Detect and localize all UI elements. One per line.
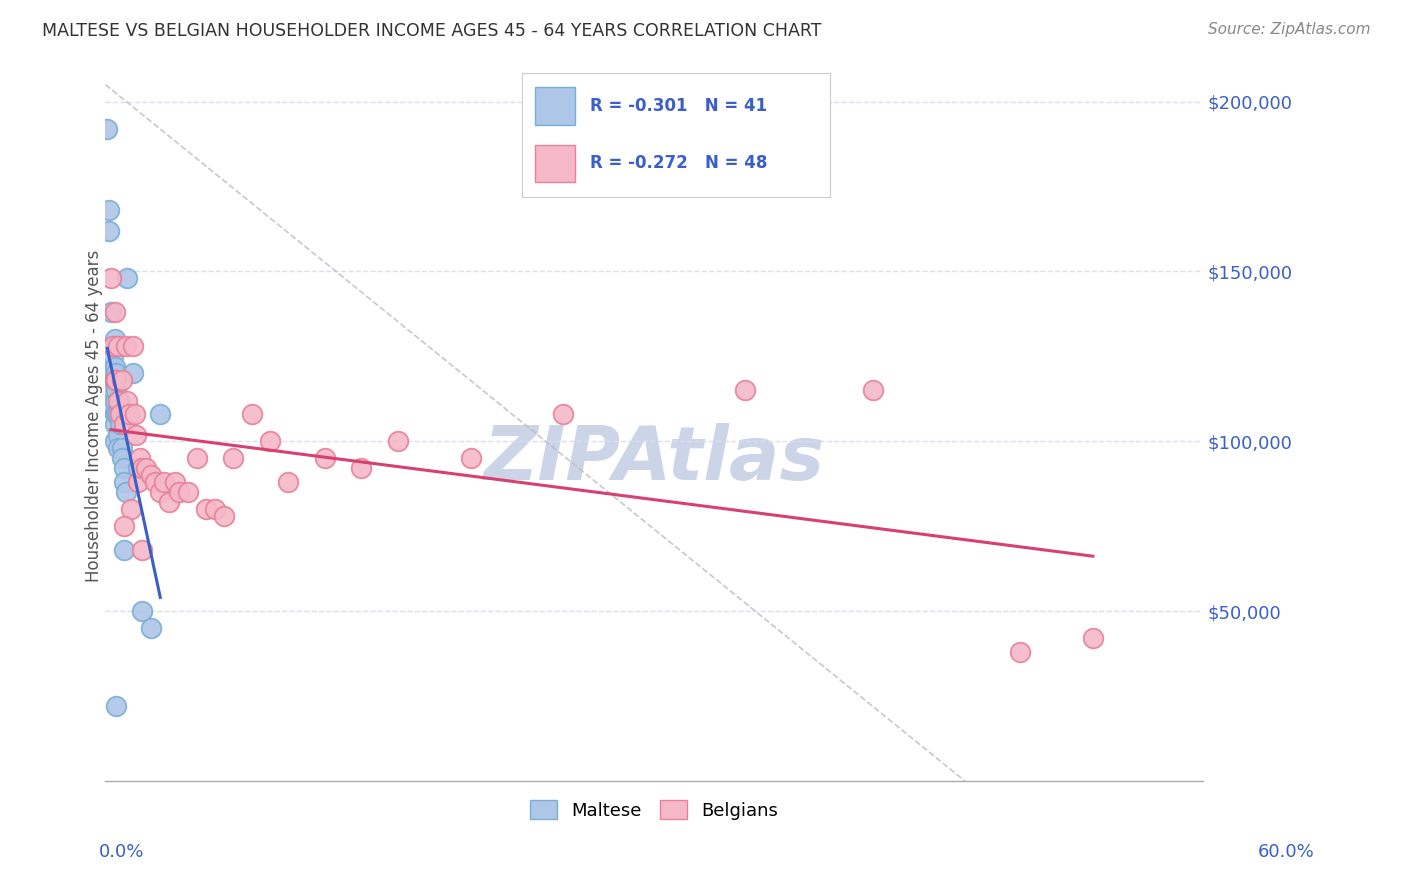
- Point: [108, 407, 131, 421]
- Point: [277, 475, 299, 489]
- Point: [103, 359, 125, 374]
- Point: [214, 509, 236, 524]
- Point: [100, 359, 122, 374]
- Point: [105, 384, 128, 398]
- Point: [143, 475, 166, 489]
- Point: [103, 434, 125, 449]
- Point: [107, 393, 129, 408]
- Point: [98, 224, 121, 238]
- Point: [103, 333, 125, 347]
- Point: [107, 427, 129, 442]
- Point: [107, 393, 129, 408]
- Point: [129, 451, 152, 466]
- Point: [107, 441, 129, 455]
- Point: [163, 475, 186, 489]
- Point: [139, 621, 162, 635]
- Point: [117, 271, 139, 285]
- Point: [101, 367, 124, 381]
- Point: [131, 461, 153, 475]
- Text: 60.0%: 60.0%: [1258, 843, 1315, 861]
- Point: [350, 461, 373, 475]
- Point: [1081, 632, 1104, 646]
- Point: [121, 367, 143, 381]
- Point: [1008, 645, 1031, 659]
- Point: [101, 350, 124, 364]
- Point: [114, 339, 136, 353]
- Point: [108, 393, 131, 408]
- Point: [127, 475, 149, 489]
- Point: [114, 485, 136, 500]
- Point: [101, 373, 124, 387]
- Point: [186, 451, 208, 466]
- Point: [101, 401, 124, 415]
- Point: [103, 393, 125, 408]
- Point: [103, 373, 125, 387]
- Point: [107, 339, 129, 353]
- Point: [149, 485, 172, 500]
- Point: [112, 417, 135, 432]
- Point: [314, 451, 336, 466]
- Point: [107, 407, 129, 421]
- Point: [131, 604, 153, 618]
- Point: [135, 461, 157, 475]
- Point: [153, 475, 176, 489]
- Point: [131, 543, 153, 558]
- Point: [111, 441, 134, 455]
- Point: [157, 495, 180, 509]
- Point: [105, 699, 128, 714]
- Point: [112, 475, 135, 489]
- Point: [100, 271, 122, 285]
- Text: ZIPAtlas: ZIPAtlas: [484, 423, 824, 496]
- Point: [734, 384, 756, 398]
- Point: [125, 427, 148, 442]
- Point: [112, 461, 135, 475]
- Point: [112, 519, 135, 533]
- Point: [240, 407, 263, 421]
- Text: 0.0%: 0.0%: [98, 843, 143, 861]
- Point: [103, 305, 125, 319]
- Point: [121, 339, 143, 353]
- Point: [96, 121, 118, 136]
- Point: [101, 339, 124, 353]
- Point: [204, 502, 226, 516]
- Point: [111, 451, 134, 466]
- Point: [100, 339, 122, 353]
- Point: [139, 468, 162, 483]
- Point: [195, 502, 218, 516]
- Point: [118, 407, 141, 421]
- Point: [105, 367, 128, 381]
- Point: [259, 434, 281, 449]
- Point: [862, 384, 884, 398]
- Point: [98, 203, 121, 218]
- Text: Source: ZipAtlas.com: Source: ZipAtlas.com: [1208, 22, 1371, 37]
- Point: [103, 373, 125, 387]
- Point: [112, 543, 135, 558]
- Text: MALTESE VS BELGIAN HOUSEHOLDER INCOME AGES 45 - 64 YEARS CORRELATION CHART: MALTESE VS BELGIAN HOUSEHOLDER INCOME AG…: [42, 22, 821, 40]
- Point: [176, 485, 198, 500]
- Point: [222, 451, 245, 466]
- Point: [551, 407, 574, 421]
- Point: [108, 417, 131, 432]
- Y-axis label: Householder Income Ages 45 - 64 years: Householder Income Ages 45 - 64 years: [86, 250, 103, 582]
- Point: [100, 305, 122, 319]
- Point: [105, 339, 128, 353]
- Point: [117, 393, 139, 408]
- Point: [124, 407, 146, 421]
- Point: [387, 434, 409, 449]
- Point: [111, 373, 134, 387]
- Point: [149, 407, 172, 421]
- Point: [460, 451, 482, 466]
- Legend: Maltese, Belgians: Maltese, Belgians: [523, 793, 786, 827]
- Point: [101, 384, 124, 398]
- Point: [127, 461, 149, 475]
- Point: [120, 502, 142, 516]
- Point: [105, 373, 128, 387]
- Point: [105, 407, 128, 421]
- Point: [167, 485, 190, 500]
- Point: [103, 407, 125, 421]
- Point: [103, 417, 125, 432]
